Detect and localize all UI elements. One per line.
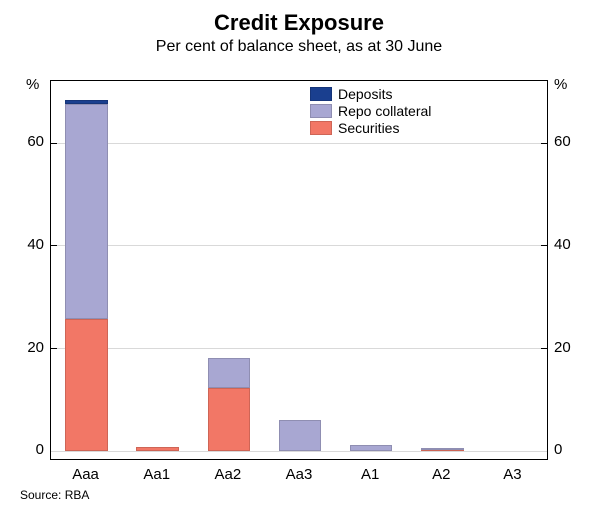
y-tick-label-right: 40 — [554, 236, 571, 253]
bar-segment — [421, 448, 464, 450]
y-tick-label-left: 40 — [16, 236, 44, 253]
bar-segment — [208, 388, 251, 451]
legend-label: Repo collateral — [338, 103, 431, 119]
legend-swatch — [310, 121, 332, 135]
bar-segment — [279, 420, 322, 450]
legend-swatch — [310, 104, 332, 118]
bar-segment — [208, 358, 251, 387]
legend-label: Securities — [338, 120, 399, 136]
legend-swatch — [310, 87, 332, 101]
chart-subtitle: Per cent of balance sheet, as at 30 June — [0, 36, 598, 56]
legend-label: Deposits — [338, 86, 392, 102]
y-tick-label-right: 60 — [554, 133, 571, 150]
y-axis-unit-left: % — [26, 76, 39, 93]
legend-item: Securities — [310, 120, 431, 136]
x-tick-label: Aaa — [72, 466, 99, 483]
x-tick-label: Aa1 — [143, 466, 170, 483]
legend-item: Repo collateral — [310, 103, 431, 119]
legend-item: Deposits — [310, 86, 431, 102]
x-tick-label: Aa3 — [286, 466, 313, 483]
source-label: Source: RBA — [20, 488, 89, 502]
x-tick-label: A1 — [361, 466, 379, 483]
gridline — [51, 245, 547, 246]
gridline — [51, 143, 547, 144]
chart-title: Credit Exposure — [0, 0, 598, 36]
y-tick-label-right: 0 — [554, 441, 562, 458]
bar-segment — [65, 104, 108, 319]
y-tick-label-left: 20 — [16, 339, 44, 356]
x-tick-label: Aa2 — [214, 466, 241, 483]
x-tick-label: A3 — [503, 466, 521, 483]
gridline — [51, 348, 547, 349]
legend: DepositsRepo collateralSecurities — [310, 86, 431, 137]
bar-segment — [65, 319, 108, 451]
y-tick-label-left: 0 — [16, 441, 44, 458]
y-tick-label-left: 60 — [16, 133, 44, 150]
plot-area — [50, 80, 548, 460]
y-tick-label-right: 20 — [554, 339, 571, 356]
bar-segment — [65, 100, 108, 104]
y-axis-unit-right: % — [554, 76, 567, 93]
x-tick-label: A2 — [432, 466, 450, 483]
chart-container: Credit Exposure Per cent of balance shee… — [0, 0, 598, 509]
